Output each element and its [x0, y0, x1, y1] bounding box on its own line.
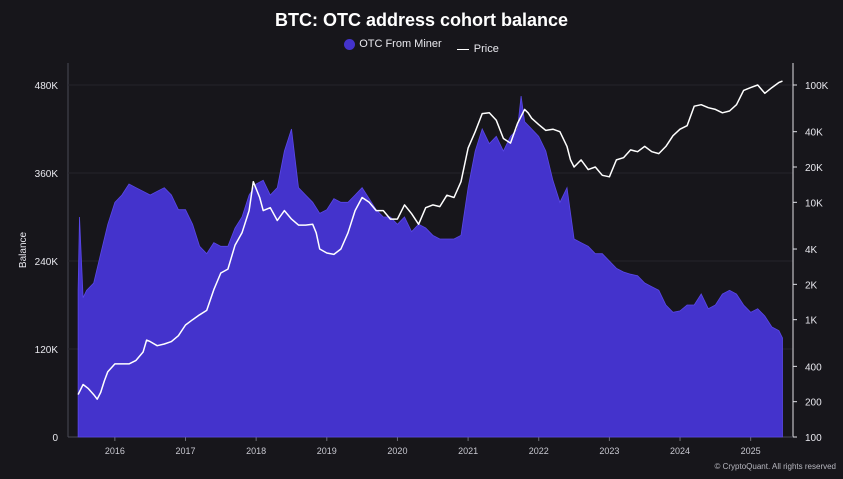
x-tick-label: 2016	[105, 446, 125, 456]
y2-tick-label: 200	[805, 398, 822, 409]
y2-tick-label: 40K	[805, 128, 823, 139]
left-axis: 0 120K 240K 360K 480K	[35, 63, 793, 444]
legend-item-price[interactable]: Price	[456, 43, 499, 55]
y2-tick-label: 100	[805, 433, 822, 444]
series-otc-from-miner-area	[77, 95, 783, 438]
y-axis-label: Balance	[18, 231, 29, 268]
x-tick-label: 2019	[317, 446, 337, 456]
x-tick-label: 2025	[741, 446, 761, 456]
x-tick-label: 2021	[458, 446, 478, 456]
series-price-line	[77, 80, 783, 400]
legend-label-price: Price	[473, 43, 499, 55]
y-tick-label: 480K	[35, 81, 59, 92]
y-tick-label: 360K	[35, 169, 59, 180]
x-tick-label: 2020	[387, 446, 407, 456]
y-tick-label: 240K	[35, 257, 59, 268]
x-axis: 2016 2017 2018 2019 2020 2021 2022 2023 2024 2025	[68, 436, 793, 456]
legend-swatch-price	[456, 48, 469, 50]
y2-tick-label: 2K	[805, 280, 818, 291]
y-tick-label: 120K	[35, 345, 59, 356]
right-axis: 100 200 400 1K 2K 4K 10K 20K 40K 100K	[792, 63, 829, 444]
x-tick-label: 2024	[670, 446, 690, 456]
y2-tick-label: 1K	[805, 316, 818, 327]
plot-layer	[77, 80, 783, 438]
y2-tick-label: 400	[805, 362, 822, 373]
y2-tick-label: 4K	[805, 245, 818, 256]
y2-tick-label: 20K	[805, 163, 823, 174]
chart-legend: OTC From Miner Price	[0, 38, 843, 55]
x-tick-label: 2018	[246, 446, 266, 456]
x-tick-label: 2022	[529, 446, 549, 456]
watermark: © CryptoQuant. All rights reserved	[714, 462, 837, 471]
y2-tick-label: 10K	[805, 198, 823, 209]
y-tick-label: 0	[52, 433, 58, 444]
x-tick-label: 2017	[175, 446, 195, 456]
x-tick-label: 2023	[599, 446, 619, 456]
legend-swatch-otc	[344, 38, 356, 50]
legend-label-otc: OTC From Miner	[359, 38, 442, 50]
y2-tick-label: 100K	[805, 81, 829, 92]
legend-item-otc[interactable]: OTC From Miner	[344, 38, 442, 50]
chart-title: BTC: OTC address cohort balance	[274, 10, 569, 30]
